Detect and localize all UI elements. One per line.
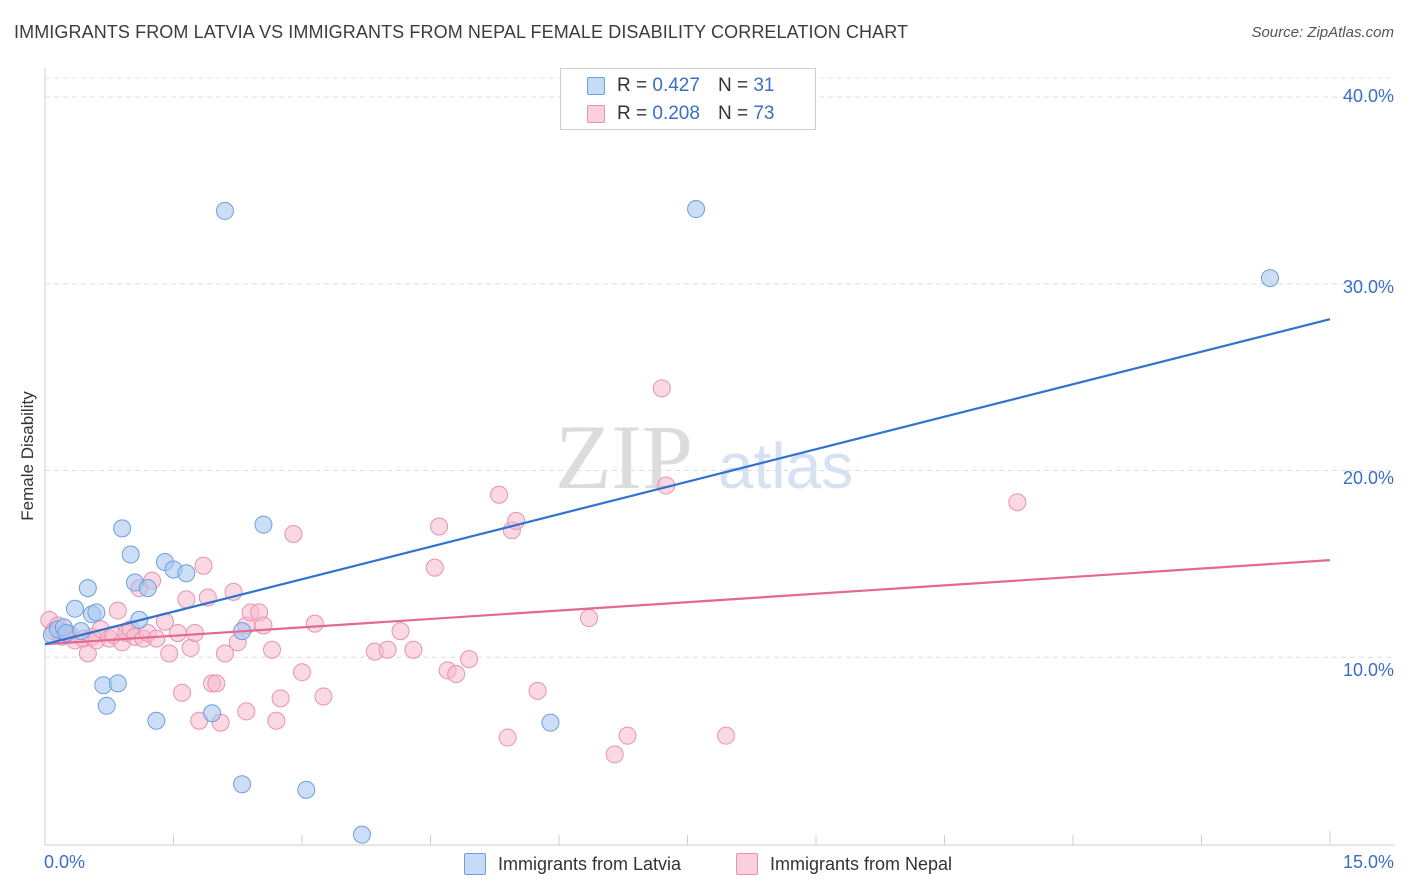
nepal-point [284,524,303,543]
stats-row-latvia: R = 0.427 N = 31 [587,75,774,97]
nepal-point [160,644,179,663]
latvia-point [297,780,316,799]
nepal-point [207,674,226,693]
stats-legend: R = 0.427 N = 31 R = 0.208 N = 73 [560,68,816,130]
nepal-point [263,640,282,659]
nepal-point [293,663,311,682]
nepal-point [605,745,624,764]
watermark-zip: ZIP [555,406,693,508]
latvia-point [147,711,166,730]
latvia-n-value: 31 [753,75,775,96]
latvia-point [215,201,234,220]
nepal-n-value: 73 [753,103,775,124]
latvia-swatch [587,77,605,95]
nepal-swatch [587,105,605,123]
nepal-point [425,558,444,577]
latvia-point [541,713,560,732]
nepal-point [460,650,479,669]
nepal-point [391,622,410,641]
nepal-point [430,517,449,536]
legend-item-latvia[interactable]: Immigrants from Latvia [464,852,681,876]
nepal-point [254,616,273,635]
nepal-point [404,640,423,659]
stats-row-nepal: R = 0.208 N = 73 [587,103,774,125]
nepal-point [194,556,213,575]
legend-latvia-swatch [464,853,486,875]
latvia-point [233,775,252,794]
latvia-point [254,515,273,534]
latvia-point [108,674,127,693]
y-tick-30: 30.0% [1342,277,1394,297]
nepal-point [717,726,736,745]
legend-item-nepal[interactable]: Immigrants from Nepal [736,852,952,876]
nepal-point [652,379,671,398]
nepal-point [447,665,466,684]
trend-lines [44,318,1331,646]
legend-nepal-label: Immigrants from Nepal [770,853,953,874]
nepal-r-value: 0.208 [652,103,700,124]
nepal-point [237,702,256,721]
latvia-point [203,704,222,723]
source-label: Source: ZipAtlas.com [1251,24,1394,41]
latvia-point [78,579,97,598]
nepal-point [528,681,547,700]
legend-latvia-label: Immigrants from Latvia [498,853,682,874]
latvia-point [121,545,140,564]
latvia-point [687,200,706,219]
y-tick-10: 10.0% [1342,660,1394,680]
nepal-point [147,629,166,648]
x-tick-max: 15.0% [1342,852,1394,872]
nepal-point [378,640,397,659]
latvia-point [352,825,371,844]
nepal-point [173,683,192,702]
latvia-trend-line [44,318,1331,646]
latvia-n-label: N = [717,75,749,96]
latvia-point [1261,269,1280,288]
watermark: ZIP atlas [555,406,853,508]
chart-title: IMMIGRANTS FROM LATVIA VS IMMIGRANTS FRO… [14,22,909,42]
nepal-point [618,726,637,745]
nepal-point [177,590,196,609]
nepal-n-label: N = [717,103,749,124]
gridlines [45,77,1395,658]
nepal-point [490,485,509,504]
latvia-point [65,599,84,618]
nepal-point [1008,493,1027,512]
nepal-r-label: R = [617,103,648,124]
nepal-point [305,614,324,633]
latvia-r-label: R = [617,75,648,96]
latvia-point [177,564,196,583]
latvia-points [42,200,1280,844]
axes [44,68,1395,846]
nepal-point [579,609,598,628]
latvia-r-value: 0.427 [652,75,700,96]
nepal-point [108,601,127,620]
y-tick-40: 40.0% [1342,86,1394,106]
nepal-point [181,638,200,657]
nepal-point [215,644,234,663]
latvia-point [87,603,106,622]
latvia-point [97,696,116,715]
legend-nepal-swatch [736,853,758,875]
latvia-point [138,579,157,598]
watermark-atlas: atlas [718,430,853,502]
nepal-point [271,689,290,708]
nepal-point [78,644,97,663]
latvia-point [113,519,132,538]
y-tick-20: 20.0% [1342,468,1394,488]
nepal-point [314,687,333,706]
nepal-point [498,728,517,747]
nepal-point [168,623,187,642]
nepal-point [267,711,286,730]
nepal-trend-line [44,559,1331,646]
x-tick-min: 0.0% [44,852,86,872]
